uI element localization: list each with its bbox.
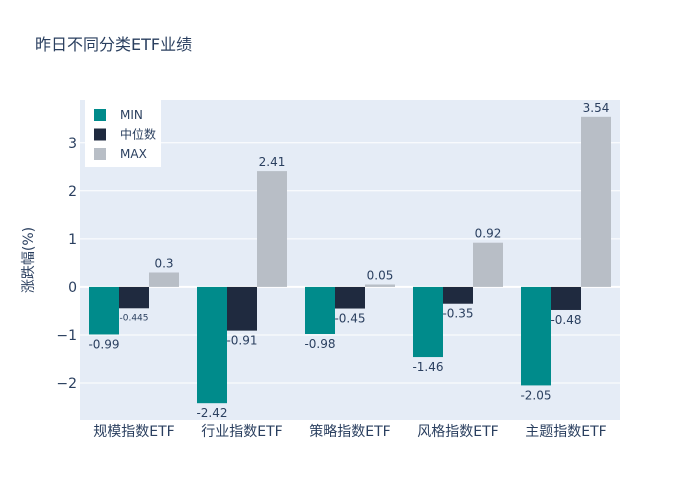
- y-tick-label: 0: [68, 280, 77, 296]
- bar[interactable]: [257, 171, 287, 287]
- bar[interactable]: [89, 286, 119, 335]
- bar[interactable]: [551, 286, 581, 310]
- bar[interactable]: [197, 286, 227, 404]
- x-tick-label: 风格指数ETF: [417, 424, 498, 440]
- x-tick-label: 主题指数ETF: [525, 424, 606, 440]
- data-label: -2.05: [520, 388, 551, 402]
- legend-swatch[interactable]: [94, 148, 106, 160]
- bars: [89, 116, 611, 404]
- data-label: -0.99: [88, 337, 119, 351]
- bar[interactable]: [521, 286, 551, 386]
- data-label: -1.46: [412, 360, 443, 374]
- x-tick-label: 规模指数ETF: [93, 424, 174, 440]
- bar[interactable]: [227, 286, 257, 331]
- bar[interactable]: [305, 286, 335, 334]
- y-tick-label: 1: [68, 232, 77, 248]
- legend-item-label[interactable]: MAX: [120, 147, 147, 161]
- x-axis-ticks: 规模指数ETF 行业指数ETF 策略指数ETF 风格指数ETF 主题指数ETF: [93, 423, 606, 440]
- bar[interactable]: [365, 284, 395, 287]
- data-label: -0.445: [119, 313, 148, 323]
- legend-item-label[interactable]: 中位数: [120, 127, 156, 142]
- x-tick-label: 策略指数ETF: [309, 423, 390, 440]
- x-tick-label: 行业指数ETF: [201, 424, 282, 440]
- bar[interactable]: [581, 116, 611, 287]
- bar[interactable]: [149, 272, 179, 287]
- y-tick-label: −1: [56, 328, 77, 344]
- y-axis-label: 涨跌幅(%): [21, 227, 37, 293]
- legend-item-label[interactable]: MIN: [120, 108, 143, 122]
- data-label: -0.98: [304, 337, 335, 351]
- bar[interactable]: [335, 286, 365, 309]
- bar[interactable]: [443, 286, 473, 304]
- legend-swatch[interactable]: [94, 109, 106, 121]
- bar[interactable]: [119, 286, 149, 309]
- data-label: -2.42: [196, 406, 227, 420]
- bar[interactable]: [413, 286, 443, 358]
- y-tick-label: 2: [68, 184, 77, 200]
- data-label: 0.92: [475, 227, 502, 241]
- data-label: -0.45: [334, 312, 365, 326]
- data-label: -0.91: [226, 334, 257, 348]
- data-label: 2.41: [259, 155, 286, 169]
- bar[interactable]: [473, 242, 503, 287]
- data-labels: -0.99 -0.445 0.3 -2.42 -0.91 2.41 -0.98 -0.45 0.…: [88, 101, 609, 420]
- data-label: 3.54: [583, 101, 610, 115]
- data-label: -0.48: [550, 313, 581, 327]
- data-label: 0.05: [367, 269, 394, 283]
- data-label: 0.3: [154, 256, 173, 270]
- legend[interactable]: MIN 中位数 MAX: [85, 100, 161, 167]
- y-tick-label: −2: [56, 376, 77, 392]
- chart-title: 昨日不同分类ETF业绩: [35, 35, 192, 54]
- y-tick-label: 3: [68, 136, 77, 152]
- y-axis-ticks: −2 −1 0 1 2 3: [56, 136, 77, 392]
- legend-swatch[interactable]: [94, 128, 106, 141]
- data-label: -0.35: [442, 307, 473, 321]
